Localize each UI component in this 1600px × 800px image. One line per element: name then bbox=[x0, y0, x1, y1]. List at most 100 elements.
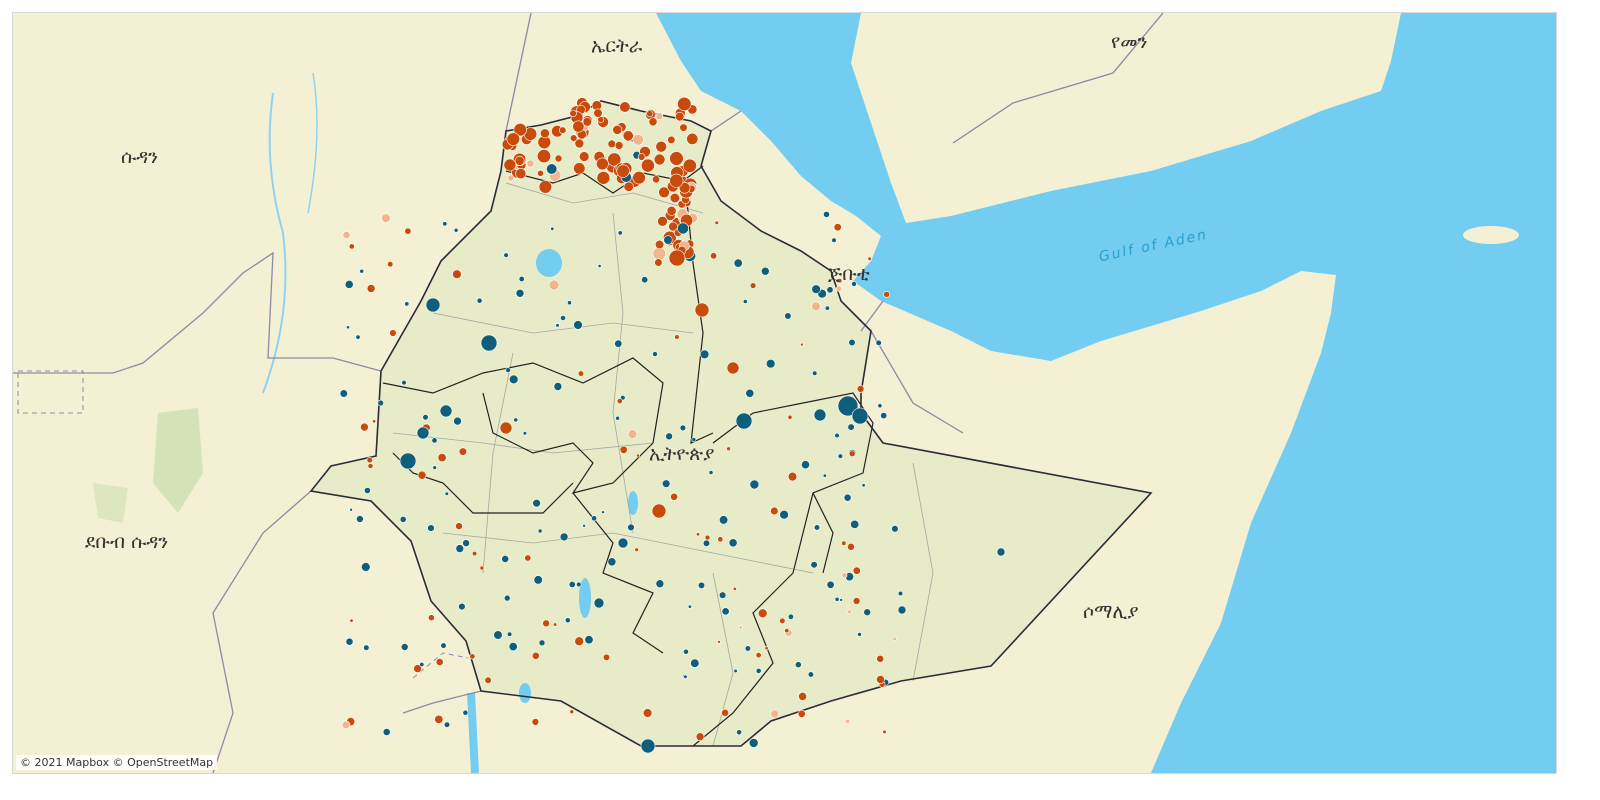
map-marker-blue[interactable] bbox=[822, 473, 827, 478]
map-marker-blue[interactable] bbox=[444, 491, 449, 496]
map-view[interactable]: ኤርትራ የመን ሱዳን ጅቡቲ Gulf of Aden ኢትዮጵያ ደቡብ … bbox=[12, 12, 1557, 774]
map-marker-orange[interactable] bbox=[612, 124, 623, 135]
map-marker-blue[interactable] bbox=[765, 359, 776, 369]
map-marker-blue[interactable] bbox=[553, 382, 563, 391]
map-marker-orange[interactable] bbox=[757, 608, 768, 619]
map-marker-orange[interactable] bbox=[876, 675, 885, 684]
map-marker-blue[interactable] bbox=[382, 728, 391, 736]
map-marker-blue[interactable] bbox=[458, 602, 466, 611]
map-marker-blue[interactable] bbox=[687, 604, 692, 609]
map-marker-orange[interactable] bbox=[800, 342, 804, 347]
map-marker-orange[interactable] bbox=[623, 181, 634, 192]
map-marker-orange[interactable] bbox=[856, 385, 865, 393]
map-marker-orange[interactable] bbox=[360, 422, 369, 432]
map-marker-orange[interactable] bbox=[469, 653, 476, 660]
map-marker-orange[interactable] bbox=[867, 256, 872, 261]
map-marker-orange[interactable] bbox=[616, 164, 630, 178]
map-marker-peach[interactable] bbox=[342, 231, 351, 239]
map-marker-blue[interactable] bbox=[568, 580, 576, 588]
map-marker-blue[interactable] bbox=[851, 407, 869, 425]
map-marker-blue[interactable] bbox=[508, 642, 518, 652]
map-marker-peach[interactable] bbox=[548, 279, 560, 291]
map-marker-orange[interactable] bbox=[654, 258, 663, 267]
map-marker-orange[interactable] bbox=[779, 617, 786, 624]
map-marker-orange[interactable] bbox=[348, 243, 355, 250]
map-marker-blue[interactable] bbox=[749, 479, 760, 490]
map-marker-blue[interactable] bbox=[779, 510, 789, 520]
map-marker-orange[interactable] bbox=[658, 186, 670, 199]
map-marker-orange[interactable] bbox=[372, 419, 377, 424]
map-marker-blue[interactable] bbox=[652, 351, 658, 357]
map-marker-blue[interactable] bbox=[702, 539, 711, 547]
map-marker-blue[interactable] bbox=[691, 437, 697, 442]
map-marker-orange[interactable] bbox=[654, 239, 665, 250]
map-marker-orange[interactable] bbox=[657, 216, 668, 227]
map-marker-orange[interactable] bbox=[452, 269, 462, 279]
map-marker-orange[interactable] bbox=[686, 132, 699, 145]
map-marker-blue[interactable] bbox=[847, 423, 855, 431]
map-marker-orange[interactable] bbox=[367, 463, 374, 469]
map-marker-orange[interactable] bbox=[770, 506, 779, 516]
map-marker-blue[interactable] bbox=[661, 479, 671, 488]
map-marker-orange[interactable] bbox=[569, 709, 575, 715]
map-marker-orange[interactable] bbox=[427, 614, 435, 622]
map-marker-blue[interactable] bbox=[513, 417, 519, 423]
map-marker-orange[interactable] bbox=[797, 709, 806, 718]
map-marker-blue[interactable] bbox=[655, 579, 665, 589]
map-marker-orange[interactable] bbox=[694, 302, 710, 318]
map-marker-blue[interactable] bbox=[339, 389, 348, 398]
map-marker-blue[interactable] bbox=[755, 668, 762, 674]
map-marker-orange[interactable] bbox=[554, 154, 563, 163]
map-marker-orange[interactable] bbox=[653, 153, 666, 166]
map-marker-blue[interactable] bbox=[850, 519, 860, 529]
map-marker-blue[interactable] bbox=[584, 635, 594, 645]
map-marker-blue[interactable] bbox=[567, 300, 572, 306]
map-marker-orange[interactable] bbox=[573, 162, 586, 175]
map-marker-blue[interactable] bbox=[708, 470, 714, 475]
map-marker-blue[interactable] bbox=[851, 281, 857, 287]
map-marker-blue[interactable] bbox=[432, 465, 437, 470]
map-marker-blue[interactable] bbox=[615, 415, 620, 421]
map-marker-orange[interactable] bbox=[437, 453, 447, 463]
map-marker-blue[interactable] bbox=[546, 163, 558, 175]
map-marker-peach[interactable] bbox=[847, 609, 852, 614]
map-marker-peach[interactable] bbox=[627, 429, 638, 439]
map-marker-orange[interactable] bbox=[755, 652, 762, 659]
map-marker-blue[interactable] bbox=[718, 515, 729, 525]
map-marker-blue[interactable] bbox=[453, 416, 462, 426]
map-marker-blue[interactable] bbox=[665, 432, 673, 441]
map-marker-orange[interactable] bbox=[695, 732, 705, 742]
map-marker-blue[interactable] bbox=[831, 237, 837, 243]
map-marker-blue[interactable] bbox=[439, 404, 453, 418]
map-marker-orange[interactable] bbox=[837, 278, 843, 284]
map-marker-orange[interactable] bbox=[387, 261, 394, 268]
map-marker-orange[interactable] bbox=[655, 140, 668, 153]
map-marker-blue[interactable] bbox=[679, 424, 687, 432]
map-marker-blue[interactable] bbox=[736, 729, 742, 736]
map-marker-orange[interactable] bbox=[536, 149, 551, 164]
map-marker-blue[interactable] bbox=[807, 671, 815, 678]
map-marker-orange[interactable] bbox=[841, 540, 847, 546]
map-marker-orange[interactable] bbox=[569, 109, 577, 118]
map-marker-orange[interactable] bbox=[515, 168, 527, 180]
map-marker-blue[interactable] bbox=[697, 581, 706, 590]
map-marker-blue[interactable] bbox=[826, 286, 834, 294]
map-marker-peach[interactable] bbox=[841, 572, 848, 579]
map-marker-blue[interactable] bbox=[576, 581, 582, 588]
map-marker-orange[interactable] bbox=[514, 155, 525, 166]
map-marker-orange[interactable] bbox=[641, 158, 655, 173]
map-marker-blue[interactable] bbox=[582, 523, 586, 528]
map-marker-blue[interactable] bbox=[501, 555, 510, 563]
map-marker-orange[interactable] bbox=[434, 714, 444, 724]
map-marker-blue[interactable] bbox=[728, 538, 738, 548]
map-marker-blue[interactable] bbox=[355, 334, 361, 340]
map-marker-blue[interactable] bbox=[443, 721, 451, 728]
map-marker-blue[interactable] bbox=[401, 380, 407, 386]
map-marker-orange[interactable] bbox=[632, 171, 646, 185]
map-marker-blue[interactable] bbox=[532, 499, 541, 508]
map-marker-blue[interactable] bbox=[811, 284, 821, 294]
map-marker-blue[interactable] bbox=[813, 524, 821, 531]
map-marker-orange[interactable] bbox=[787, 414, 793, 420]
map-marker-orange[interactable] bbox=[513, 122, 527, 137]
map-marker-blue[interactable] bbox=[745, 388, 755, 398]
